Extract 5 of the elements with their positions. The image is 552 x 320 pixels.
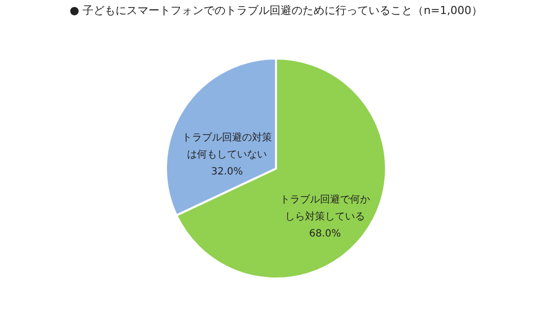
data-label: 32.0% — [211, 166, 243, 178]
data-label: 68.0% — [309, 228, 341, 240]
slice-label: トラブル回避で何かしら対策している — [280, 194, 370, 223]
slice-label: トラブル回避の対策は何もしていない — [182, 131, 272, 160]
chart-title: ● 子どもにスマートフォンでのトラブル回避のために行っていること（n=1,000） — [70, 4, 482, 17]
